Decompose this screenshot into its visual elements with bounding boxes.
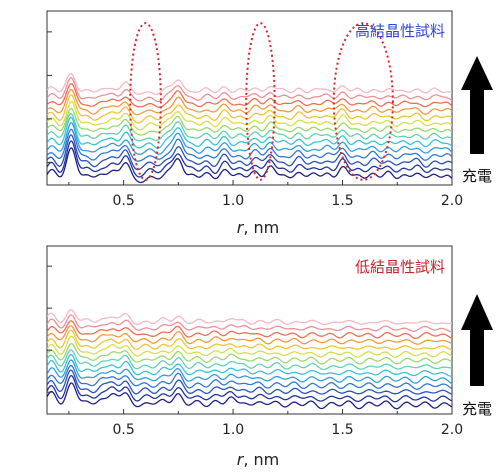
top-series-line-9 [47,100,452,131]
bottom-arrow-shaft [470,330,484,386]
bottom-series-line-7 [47,349,452,371]
top-series-line-10 [47,94,452,124]
bottom-plot-frame [46,245,453,415]
bottom-series-line-10 [47,329,452,351]
bottom-series-line-9 [47,335,452,358]
bottom-x-tick-label: 0.5 [112,422,134,438]
top-panel: 0.5 1.0 1.5 2.0 高結晶性試料 r, nm 充電 [46,10,493,237]
bottom-series-line-5 [47,359,452,385]
bottom-annotation: 低結晶性試料 [355,258,445,276]
top-charge-arrow [461,56,493,154]
top-arrow-shaft [470,90,484,154]
top-x-tick-label: 2.0 [441,193,463,209]
top-series-line-6 [47,116,452,149]
top-series-line-11 [47,88,452,116]
bottom-series-line-6 [47,353,452,377]
top-series-line-7 [47,112,452,142]
bottom-series-line-1 [47,382,452,410]
top-tick-group: 0.5 1.0 1.5 2.0 [47,31,463,209]
bottom-series-line-11 [47,325,452,345]
top-series-group [47,72,452,184]
top-x-axis-label: r, nm [237,218,279,237]
top-series-line-12 [47,82,452,108]
bottom-x-tick-label: 2.0 [441,422,463,438]
top-series-line-1 [47,147,452,184]
bottom-series-line-2 [47,374,452,403]
top-x-tick-label: 0.5 [112,193,134,209]
top-series-line-8 [47,107,452,136]
bottom-tick-group: 0.5 1.0 1.5 2.0 [47,265,463,438]
bottom-x-tick-label: 1.5 [331,422,353,438]
top-highlight-group [129,22,394,181]
bottom-x-tick-label: 1.0 [222,422,244,438]
top-x-tick-label: 1.0 [222,193,244,209]
bottom-series-line-14 [47,309,452,326]
top-series-line-2 [47,140,452,178]
highlight-ellipse [332,22,394,181]
bottom-series-line-3 [47,369,452,395]
bottom-series-line-13 [47,314,452,333]
top-x-tick-label: 1.5 [331,193,353,209]
highlight-ellipse [129,22,162,181]
bottom-series-line-12 [47,320,452,340]
bottom-series-line-4 [47,364,452,390]
bottom-series-line-8 [47,343,452,365]
bottom-series-group [47,309,452,410]
top-annotation: 高結晶性試料 [355,22,445,40]
highlight-ellipse [245,22,276,181]
top-arrow-head [461,56,493,90]
bottom-arrow-label: 充電 [462,400,492,418]
top-series-line-3 [47,134,452,171]
bottom-charge-arrow [461,294,493,386]
top-arrow-label: 充電 [462,167,492,185]
bottom-panel: 0.5 1.0 1.5 2.0 低結晶性試料 r, nm 充電 [46,245,493,469]
bottom-arrow-head [461,294,493,330]
bottom-x-axis-label: r, nm [237,450,279,469]
top-series-line-14 [47,72,452,95]
top-series-line-13 [47,77,452,103]
